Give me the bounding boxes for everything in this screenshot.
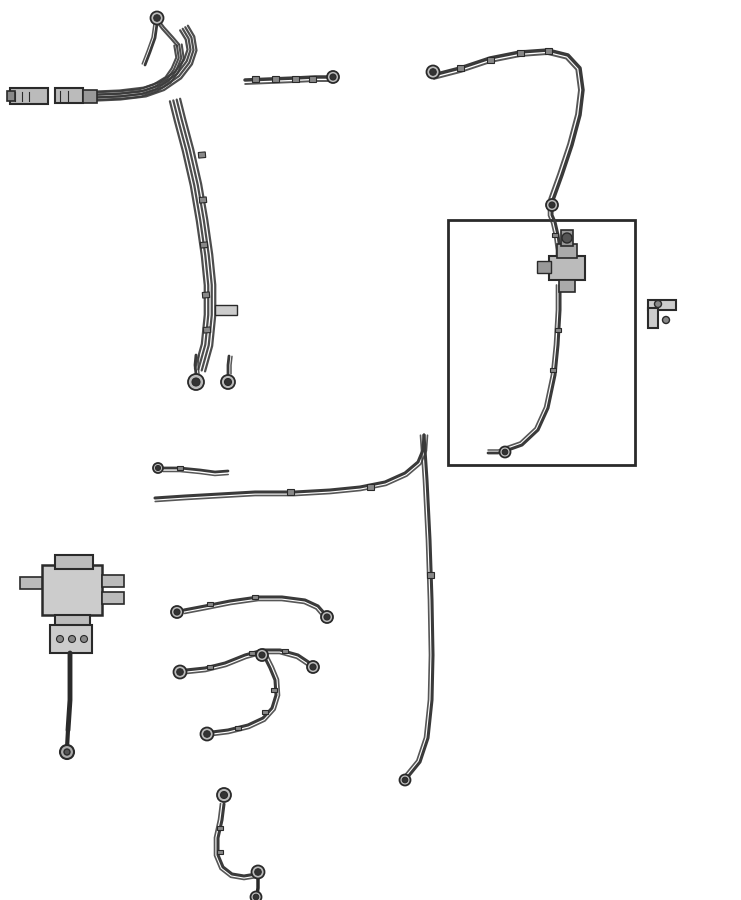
Bar xyxy=(648,300,676,310)
Circle shape xyxy=(153,463,163,473)
Circle shape xyxy=(250,892,262,900)
Bar xyxy=(487,58,494,63)
Circle shape xyxy=(221,791,227,798)
Circle shape xyxy=(562,233,572,243)
Circle shape xyxy=(217,788,231,802)
Bar xyxy=(557,244,577,258)
Bar xyxy=(271,76,279,82)
Bar xyxy=(516,50,523,56)
Bar xyxy=(102,575,124,587)
Circle shape xyxy=(188,374,204,390)
Bar xyxy=(217,850,223,854)
Bar xyxy=(456,65,464,71)
Circle shape xyxy=(654,301,662,308)
Circle shape xyxy=(327,71,339,83)
Circle shape xyxy=(402,778,408,783)
Circle shape xyxy=(307,661,319,673)
Circle shape xyxy=(64,749,70,755)
Circle shape xyxy=(430,68,436,76)
Bar xyxy=(55,615,90,627)
Bar xyxy=(559,280,575,292)
Bar xyxy=(199,197,207,203)
Circle shape xyxy=(150,12,164,24)
Bar xyxy=(207,664,213,670)
Circle shape xyxy=(546,199,558,211)
Bar xyxy=(537,261,551,273)
Bar xyxy=(55,88,83,103)
Bar xyxy=(648,308,658,328)
Bar xyxy=(555,328,561,332)
Circle shape xyxy=(502,449,508,454)
Bar xyxy=(207,601,213,607)
Circle shape xyxy=(256,649,268,661)
Bar xyxy=(249,651,255,655)
Circle shape xyxy=(174,609,180,615)
Circle shape xyxy=(81,635,87,643)
Bar xyxy=(235,725,241,731)
Circle shape xyxy=(204,731,210,737)
Circle shape xyxy=(56,635,64,643)
Bar xyxy=(262,709,268,715)
Bar xyxy=(251,76,259,82)
Circle shape xyxy=(171,606,183,618)
Bar xyxy=(215,305,237,315)
Circle shape xyxy=(324,614,330,620)
Bar xyxy=(308,76,316,82)
Bar xyxy=(550,367,556,373)
Circle shape xyxy=(499,446,511,457)
Bar xyxy=(367,484,373,490)
Bar xyxy=(448,220,635,465)
Bar xyxy=(561,230,573,246)
Bar xyxy=(177,465,183,471)
Bar xyxy=(552,232,558,238)
Bar xyxy=(282,649,288,653)
Bar xyxy=(200,242,207,248)
Circle shape xyxy=(321,611,333,623)
Bar xyxy=(10,88,48,104)
Circle shape xyxy=(310,664,316,670)
Bar xyxy=(271,688,277,692)
Circle shape xyxy=(251,866,265,878)
Bar xyxy=(549,256,585,280)
Bar xyxy=(199,152,206,158)
Bar xyxy=(217,825,223,831)
Circle shape xyxy=(662,317,670,323)
Bar xyxy=(427,572,433,578)
Bar xyxy=(102,592,124,604)
Circle shape xyxy=(192,378,200,386)
Bar xyxy=(83,90,97,103)
Bar xyxy=(50,625,92,653)
Circle shape xyxy=(330,74,336,80)
Circle shape xyxy=(221,375,235,389)
Circle shape xyxy=(225,379,231,385)
Bar xyxy=(202,292,210,298)
Bar xyxy=(20,577,42,589)
Circle shape xyxy=(255,868,262,875)
Circle shape xyxy=(549,202,555,208)
Circle shape xyxy=(60,745,74,759)
Circle shape xyxy=(201,727,213,741)
Bar xyxy=(291,76,299,82)
Circle shape xyxy=(259,652,265,658)
Circle shape xyxy=(153,14,160,22)
Bar xyxy=(287,490,293,495)
Circle shape xyxy=(253,895,259,900)
Circle shape xyxy=(68,635,76,643)
Bar xyxy=(252,595,258,599)
Bar xyxy=(545,49,551,54)
Bar xyxy=(203,327,210,333)
Circle shape xyxy=(173,665,187,679)
Circle shape xyxy=(427,66,439,78)
Circle shape xyxy=(156,465,161,471)
Bar xyxy=(55,555,93,569)
Circle shape xyxy=(177,669,183,675)
Bar xyxy=(42,565,102,615)
Bar xyxy=(7,91,15,101)
Circle shape xyxy=(399,775,411,786)
